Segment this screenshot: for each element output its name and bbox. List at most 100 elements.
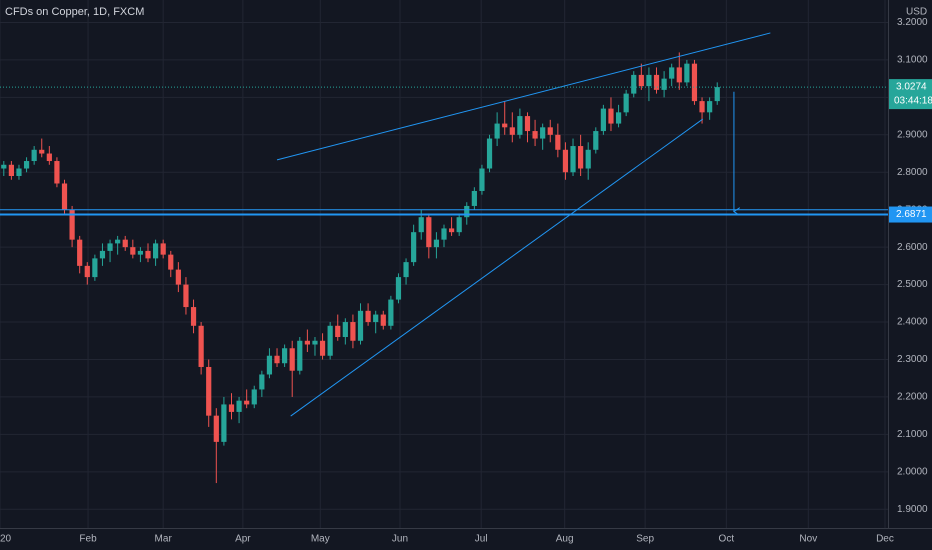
y-tick-label: 3.1000 (897, 55, 928, 66)
candle-body (236, 400, 242, 412)
candle-body (92, 258, 98, 278)
chart-title: CFDs on Copper, 1D, FXCM (5, 6, 144, 18)
candle-body (190, 307, 197, 326)
candle-body (494, 123, 500, 139)
candle-body (707, 101, 713, 113)
candle-body (699, 101, 705, 113)
candle-body (684, 63, 690, 83)
candle-body (350, 322, 356, 341)
x-tick-label: Dec (876, 534, 894, 545)
candle-body (8, 164, 14, 176)
candle-body (259, 374, 265, 390)
candle-body (61, 183, 68, 210)
candle-body (342, 322, 348, 338)
candle-body (486, 138, 493, 169)
candle-body (638, 74, 644, 87)
candle-body (395, 277, 402, 300)
candle-body (669, 67, 675, 79)
candle-body (84, 265, 90, 278)
candle-body (448, 228, 455, 233)
y-tick-label: 2.5000 (897, 279, 928, 290)
candle-body (691, 63, 698, 102)
last-price-label: 3.0274 (896, 82, 927, 93)
candle-body (471, 190, 477, 206)
candle-body (115, 239, 121, 244)
candle-body (388, 299, 394, 326)
candle-body (251, 389, 257, 405)
candle-body (175, 269, 181, 285)
x-tick-label: Apr (235, 534, 251, 545)
candle-body (39, 149, 45, 154)
x-tick-label: Feb (79, 534, 97, 545)
candle-body (540, 127, 546, 139)
x-tick-label: Mar (155, 534, 173, 545)
candle-body (418, 217, 424, 233)
candle-body (714, 87, 720, 102)
level-label: 2.6871 (896, 209, 927, 220)
candle-body (479, 168, 485, 191)
x-tick-label: May (311, 534, 330, 545)
candle-body (274, 355, 280, 364)
candle-body (570, 146, 576, 173)
candle-body (282, 348, 288, 364)
candle-body (593, 131, 599, 150)
candle-body (289, 348, 295, 371)
candle-body (168, 254, 174, 270)
candle-body (69, 209, 75, 240)
trend-line (276, 32, 771, 161)
candle-body (532, 131, 538, 139)
candle-body (206, 366, 212, 416)
candle-body (646, 74, 652, 87)
trend-line (290, 118, 704, 417)
x-tick-label: 2020 (0, 534, 12, 545)
candle-body (31, 149, 37, 162)
candle-body (183, 284, 189, 308)
candle-body (160, 243, 166, 255)
candle-body (441, 228, 447, 240)
y-tick-label: 2.8000 (897, 167, 928, 178)
candle-body (615, 112, 622, 124)
candle-body (456, 217, 462, 233)
candle-body (297, 340, 303, 371)
x-tick-label: Jun (392, 534, 408, 545)
y-tick-label: 2.6000 (897, 242, 928, 253)
y-tick-label: 2.4000 (897, 317, 928, 328)
candle-body (137, 250, 144, 255)
y-tick-label: 2.1000 (897, 429, 928, 440)
candle-body (357, 310, 364, 341)
y-tick-label: 2.0000 (897, 466, 928, 477)
candle-body (661, 78, 667, 90)
candle-body (547, 127, 553, 135)
candle-body (221, 404, 227, 442)
x-tick-label: Aug (556, 534, 574, 545)
x-tick-label: Sep (636, 534, 654, 545)
candle-body (600, 108, 606, 132)
candle-body (327, 325, 333, 356)
candle-body (335, 325, 341, 338)
candle-body (555, 134, 561, 150)
candle-body (244, 400, 250, 405)
candle-body (145, 250, 151, 259)
y-tick-label: 3.2000 (897, 17, 928, 28)
candle-body (509, 127, 515, 135)
candle-body (426, 217, 432, 248)
x-tick-label: Oct (719, 534, 735, 545)
candle-body (578, 146, 584, 169)
candle-body (380, 314, 386, 326)
candle-body (631, 74, 637, 94)
candle-body (16, 168, 22, 176)
candle-body (524, 116, 531, 132)
level-label-bg (889, 206, 932, 223)
candle-body (608, 108, 614, 124)
candle-body (304, 340, 310, 345)
candle-body (502, 123, 508, 128)
candle-body (464, 205, 470, 218)
candle-body (653, 74, 660, 90)
y-tick-label: 1.9000 (897, 504, 928, 515)
candle-body (213, 415, 219, 442)
candle-body (319, 340, 326, 356)
y-tick-label: 2.9000 (897, 129, 928, 140)
candle-body (365, 310, 371, 323)
